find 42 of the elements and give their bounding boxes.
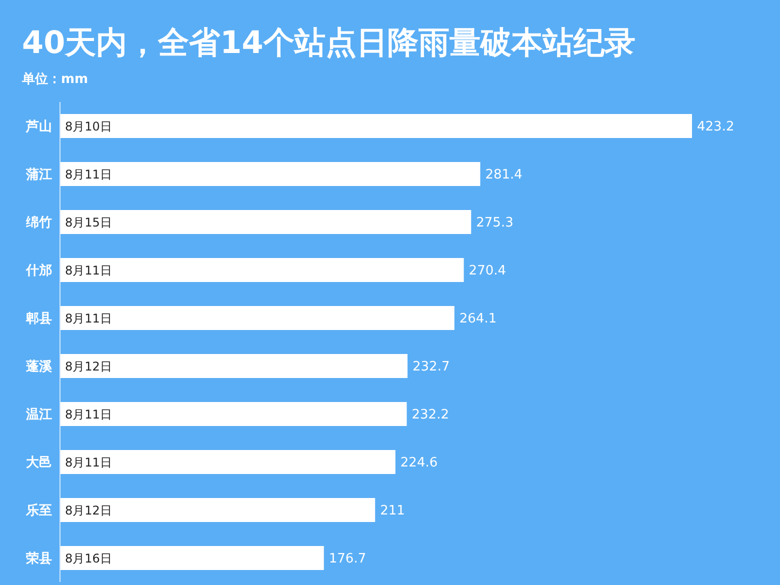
bar (60, 306, 454, 330)
data-label: 270.4 (468, 264, 506, 279)
annotation: 8月16日 (65, 551, 112, 566)
bar (60, 210, 472, 234)
data-label: 264.1 (459, 312, 497, 327)
annotation: 8月12日 (65, 359, 112, 374)
bar (60, 450, 396, 474)
y-tick-label: 郫县 (25, 312, 52, 327)
bar (60, 498, 376, 522)
bar (60, 114, 692, 138)
y-tick-label: 什邡 (25, 262, 52, 279)
y-tick-label: 荣县 (25, 552, 52, 567)
data-label: 423.2 (697, 120, 734, 135)
bar (60, 162, 480, 186)
y-tick-label: 大邑 (26, 456, 52, 471)
annotation: 8月15日 (65, 215, 112, 230)
annotation: 8月11日 (65, 263, 112, 278)
chart-subtitle: 单位：mm (22, 71, 88, 88)
data-label: 176.7 (328, 552, 366, 567)
data-label: 232.2 (412, 408, 449, 423)
y-tick-label: 乐至 (25, 502, 52, 519)
data-label: 275.3 (476, 216, 514, 231)
bar (60, 546, 324, 570)
annotation: 8月12日 (65, 503, 112, 518)
y-tick-label: 绵竹 (25, 216, 52, 231)
y-tick-label: 蓬溪 (25, 358, 53, 375)
bar (60, 354, 408, 378)
y-tick-label: 温江 (25, 408, 52, 423)
annotation: 8月10日 (65, 119, 112, 134)
bar (60, 258, 464, 282)
y-tick-label: 芦山 (25, 120, 52, 135)
data-label: 281.4 (485, 168, 522, 183)
data-label: 211 (380, 504, 405, 519)
bar (60, 402, 407, 426)
annotation: 8月11日 (65, 455, 112, 470)
annotation: 8月11日 (65, 311, 112, 326)
annotation: 8月11日 (65, 407, 112, 422)
chart-title: 40天内，全省14个站点日降雨量破本站纪录 (22, 24, 636, 63)
data-label: 224.6 (400, 456, 438, 471)
annotation: 8月11日 (65, 167, 112, 182)
y-tick-label: 蒲江 (25, 166, 52, 183)
data-label: 232.7 (412, 360, 450, 375)
